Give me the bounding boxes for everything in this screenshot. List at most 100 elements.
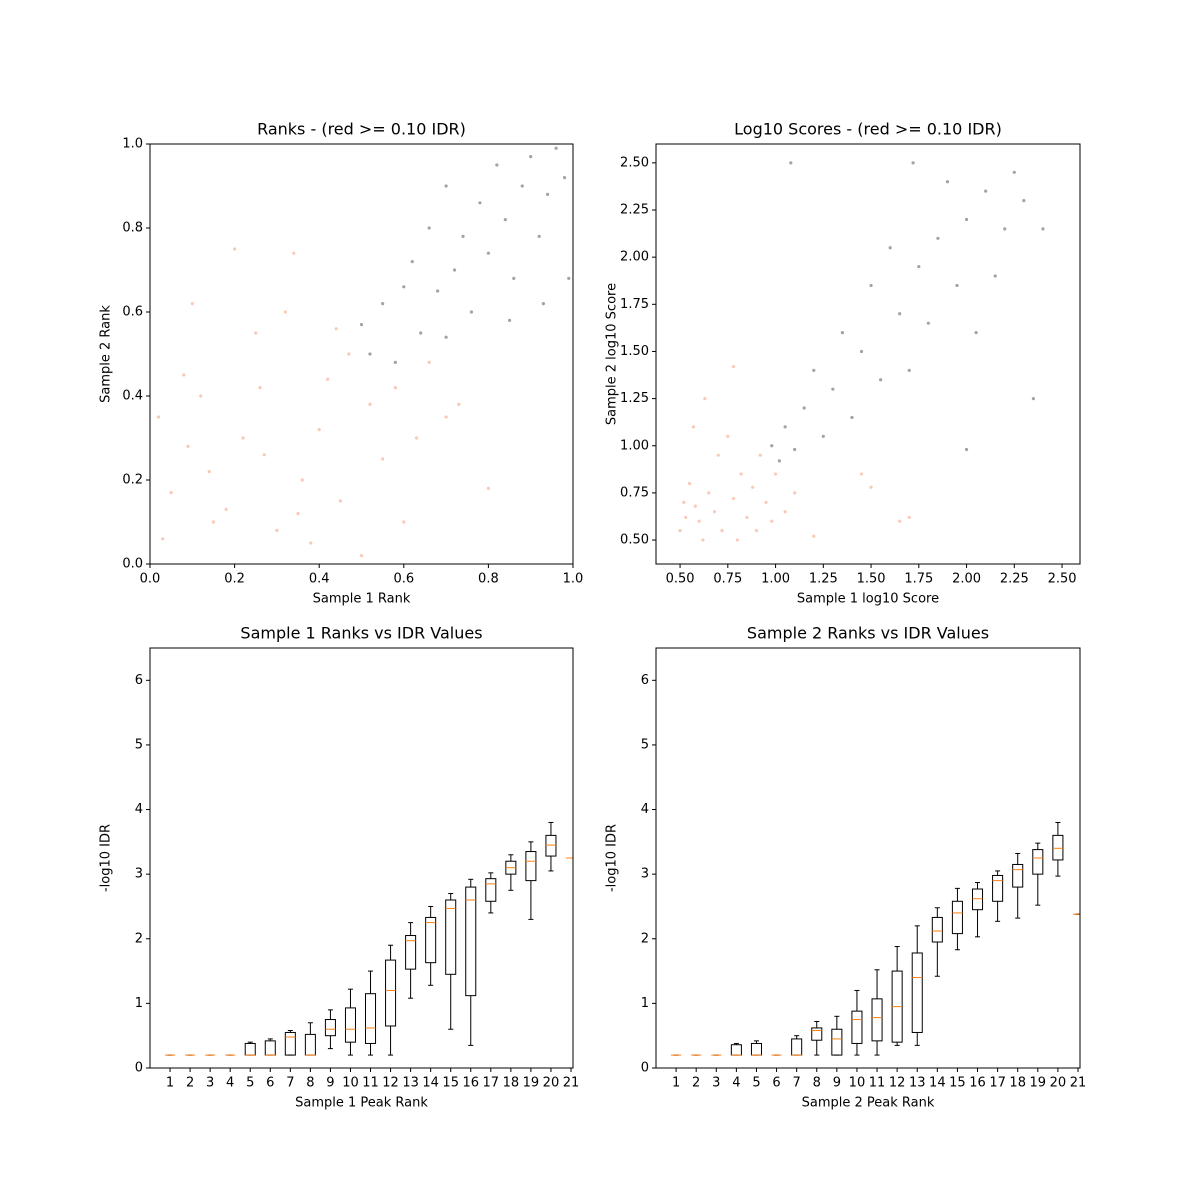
point	[186, 444, 190, 448]
point	[368, 402, 372, 406]
x-tick-label: 19	[523, 1076, 540, 1091]
x-tick-label: 1.00	[761, 572, 790, 587]
plot-area	[156, 146, 571, 558]
x-tick-label: 3	[712, 1076, 720, 1091]
point	[789, 161, 793, 165]
point	[926, 321, 930, 325]
point	[793, 447, 797, 452]
y-tick-label: 0	[641, 1061, 649, 1076]
point	[898, 312, 902, 316]
point	[726, 434, 730, 438]
x-tick-label: 4	[732, 1076, 740, 1091]
point	[770, 519, 774, 523]
point	[427, 360, 431, 364]
point	[233, 247, 237, 251]
x-tick-label: 10	[849, 1076, 866, 1091]
y-tick-label: 1	[135, 996, 143, 1011]
y-tick-label: 1.00	[620, 438, 649, 453]
point	[444, 335, 448, 339]
point	[393, 360, 397, 364]
box	[750, 1042, 762, 1056]
point	[707, 491, 711, 495]
y-tick-label: 2.25	[620, 203, 649, 218]
box	[324, 1019, 336, 1037]
point	[879, 378, 883, 382]
point	[156, 415, 161, 419]
x-tick-label: 16	[969, 1076, 986, 1091]
plot-area	[165, 821, 573, 1056]
point	[1031, 397, 1035, 401]
x-tick-label: 1	[672, 1076, 680, 1091]
box	[931, 916, 943, 943]
point	[964, 217, 969, 222]
point	[936, 236, 940, 240]
point	[359, 323, 364, 327]
y-tick-label: 3	[135, 867, 143, 882]
point	[381, 457, 385, 461]
axes-frame	[149, 647, 574, 1069]
x-tick-label: 13	[402, 1076, 419, 1091]
point	[1003, 227, 1007, 231]
x-tick-label: 17	[483, 1076, 500, 1091]
point	[507, 318, 512, 322]
y-tick-label: 0	[135, 1061, 143, 1076]
point	[169, 491, 173, 495]
point	[764, 500, 768, 504]
box	[445, 899, 457, 975]
box	[485, 878, 497, 902]
point	[402, 520, 406, 524]
point	[993, 274, 997, 278]
point	[859, 472, 864, 476]
point	[831, 387, 835, 391]
point	[907, 368, 911, 372]
box	[304, 1033, 316, 1056]
y-tick-label: 4	[641, 802, 649, 817]
point	[1041, 227, 1045, 231]
point	[461, 234, 465, 238]
point	[964, 447, 969, 452]
x-tick-label: 7	[793, 1076, 801, 1091]
point	[684, 515, 688, 520]
box	[545, 834, 557, 857]
x-tick-label: 19	[1030, 1076, 1047, 1091]
x-tick-label: 12	[889, 1076, 906, 1091]
point	[224, 507, 228, 511]
x-tick-label: 0.4	[309, 572, 330, 587]
y-tick-label: 1	[641, 996, 649, 1011]
point	[716, 453, 720, 457]
y-tick-label: 0.6	[122, 305, 143, 320]
x-tick-label: 15	[442, 1076, 459, 1091]
point	[444, 184, 448, 188]
point	[850, 415, 854, 420]
point	[735, 538, 739, 542]
y-tick-label: 3	[641, 867, 649, 882]
x-tick-label: 0.50	[666, 572, 695, 587]
x-tick-label: 21	[1070, 1076, 1087, 1091]
point	[697, 519, 701, 523]
y-tick-label: 0.75	[620, 485, 649, 500]
subplot: Sample 1 Ranks vs IDR Values Sample 1 Pea…	[99, 624, 580, 1111]
point	[773, 472, 778, 476]
point	[262, 453, 266, 457]
box	[811, 1027, 823, 1041]
y-tick-label: 1.25	[620, 391, 649, 406]
x-tick-label: 11	[869, 1076, 886, 1091]
point	[945, 180, 950, 184]
box	[971, 888, 984, 911]
box	[465, 886, 477, 997]
box	[405, 935, 417, 970]
x-axis-label: Sample 1 Peak Rank	[295, 1096, 428, 1111]
point	[503, 218, 507, 222]
point	[1012, 170, 1016, 174]
point	[720, 529, 724, 533]
x-tick-label: 5	[752, 1076, 760, 1091]
x-tick-label: 6	[266, 1076, 274, 1091]
box	[344, 1007, 356, 1043]
y-tick-label: 2.50	[620, 155, 649, 170]
point	[309, 541, 313, 545]
x-tick-label: 20	[1050, 1076, 1067, 1091]
x-tick-label: 1.50	[857, 572, 886, 587]
y-axis-label: -log10 IDR	[605, 824, 620, 892]
point	[955, 283, 959, 288]
